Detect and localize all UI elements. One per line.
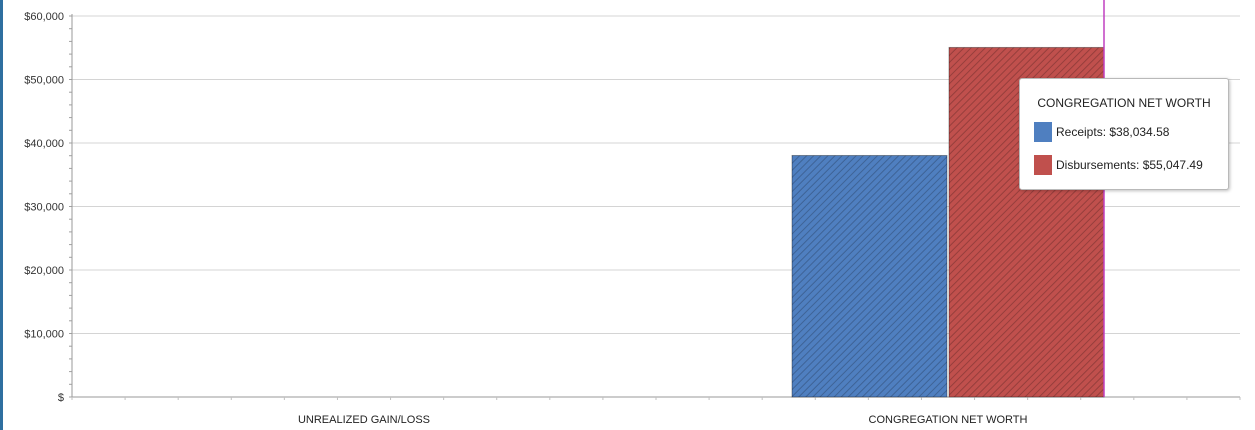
receipts-swatch <box>1034 122 1052 142</box>
tooltip-row-disbursements: Disbursements: $55,047.49 <box>1034 155 1203 175</box>
y-tick-label: $ <box>58 392 64 404</box>
x-category-label: UNREALIZED GAIN/LOSS <box>298 414 430 426</box>
y-tick-label: $10,000 <box>24 329 64 341</box>
window-left-edge <box>0 0 3 430</box>
tooltip-receipts-text: Receipts: $38,034.58 <box>1056 125 1170 139</box>
tooltip-row-receipts: Receipts: $38,034.58 <box>1034 122 1169 142</box>
tooltip-title: CONGREGATION NET WORTH <box>1037 96 1211 110</box>
disbursements-swatch <box>1034 155 1052 175</box>
y-tick-label: $50,000 <box>24 75 64 87</box>
y-tick-label: $60,000 <box>24 11 64 23</box>
x-category-label: CONGREGATION NET WORTH <box>869 414 1028 426</box>
bar-hatch-overlay <box>791 154 948 398</box>
chart-tooltip: CONGREGATION NET WORTH Receipts: $38,034… <box>1019 78 1229 190</box>
y-tick-label: $40,000 <box>24 138 64 150</box>
y-tick-label: $30,000 <box>24 202 64 214</box>
y-tick-label: $20,000 <box>24 265 64 277</box>
tooltip-disbursements-text: Disbursements: $55,047.49 <box>1056 158 1203 172</box>
